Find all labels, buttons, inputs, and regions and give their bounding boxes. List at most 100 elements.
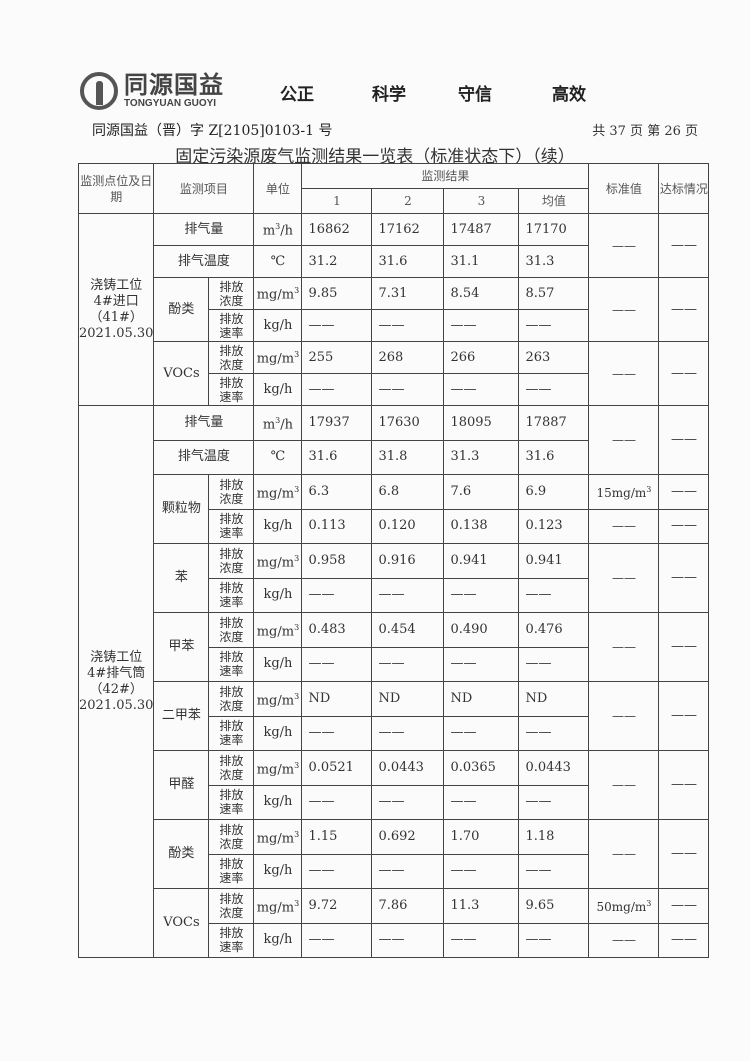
item-name: 排气量 — [153, 213, 255, 246]
unit-cell: ℃ — [253, 439, 303, 475]
table-row: 苯排放浓度 mg/m3 0.958 0.916 0.941 0.941 —— —— — [79, 543, 710, 613]
compliance-value: —— — [658, 543, 710, 613]
site-line: （41#） — [89, 309, 143, 325]
sub-item: 排放浓度 — [208, 750, 255, 786]
result-value: 255 — [301, 341, 373, 374]
table-row: 酚类 排放浓度 mg/m3 9.85 7.31 8.54 8.57 —— —— — [79, 277, 710, 342]
table-row: 排气温度 ℃ 31.2 31.6 31.1 31.3 — [79, 245, 709, 278]
unit-cell: kg/h — [253, 309, 303, 342]
result-value: 6.8 — [371, 474, 445, 510]
result-value: 0.138 — [443, 508, 520, 544]
result-value: 0.113 — [301, 508, 373, 544]
result-value: ND — [371, 681, 445, 717]
site-line: （42#） — [89, 681, 143, 697]
header-compliance: 达标情况 — [658, 163, 710, 214]
unit-cell: mg/m3 — [253, 819, 303, 855]
header-average: 均值 — [518, 188, 590, 214]
company-logo: 同源国益 TONGYUAN GUOYI — [80, 72, 224, 110]
table-row: 甲苯 排放浓度 mg/m3 0.483 0.454 0.490 0.476 —— —— — [79, 612, 710, 682]
result-value: —— — [301, 853, 373, 889]
result-value: 1.70 — [443, 819, 520, 855]
result-value: 7.31 — [371, 277, 445, 310]
unit-cell: mg/m3 — [253, 341, 303, 374]
table-row: 酚类 排放浓度 mg/m3 1.15 0.692 1.70 1.18 —— —— — [79, 819, 710, 889]
compliance-value: —— — [658, 819, 710, 889]
compliance-value: —— — [658, 612, 710, 682]
item-name: 排气量 — [153, 405, 255, 441]
result-value: —— — [301, 646, 373, 682]
result-value: —— — [443, 309, 520, 342]
unit-cell: ℃ — [253, 245, 303, 278]
item-name: 甲苯 — [153, 612, 210, 682]
brand-name-en: TONGYUAN GUOYI — [124, 98, 217, 109]
result-value: 7.86 — [371, 888, 445, 924]
table-row: VOCs 排放浓度 mg/m3 9.72 7.86 11.3 9.65 50mg/m3 —— — [79, 888, 710, 958]
sub-item: 排放速率 — [208, 784, 255, 820]
sub-item: 排放速率 — [208, 309, 255, 342]
average-value: 8.57 — [518, 277, 590, 310]
result-value: 0.490 — [443, 612, 520, 648]
table-row: 排放速率 kg/h —— —— —— —— — [79, 784, 709, 820]
item-name: 排气温度 — [153, 439, 255, 475]
average-value: —— — [518, 577, 590, 613]
standard-value: —— — [588, 213, 660, 278]
standard-value: 50mg/m3 — [588, 888, 660, 924]
result-value: —— — [371, 853, 445, 889]
unit-cell: mg/m3 — [253, 681, 303, 717]
result-value: 31.8 — [371, 439, 445, 475]
average-value: 263 — [518, 341, 590, 374]
result-value: 17630 — [371, 405, 445, 441]
result-value: —— — [443, 373, 520, 406]
unit-cell: kg/h — [253, 508, 303, 544]
item-name: 颗粒物 — [153, 474, 210, 544]
result-value: 31.3 — [443, 439, 520, 475]
average-value: 0.476 — [518, 612, 590, 648]
table-row: 排放速率 kg/h —— —— —— —— — [79, 309, 709, 342]
results-table: 监测点位及日期 监测项目 单位 监测结果 标准值 达标情况 1 2 3 均值 浇… — [77, 163, 710, 958]
table-row: 排放速率 kg/h —— —— —— —— — [79, 646, 709, 682]
compliance-value: —— — [658, 508, 710, 544]
unit-cell: kg/h — [253, 853, 303, 889]
result-value: 0.0521 — [301, 750, 373, 786]
result-value: —— — [443, 784, 520, 820]
result-value: —— — [443, 646, 520, 682]
result-value: 0.120 — [371, 508, 445, 544]
average-value: 1.18 — [518, 819, 590, 855]
result-value: 0.454 — [371, 612, 445, 648]
result-value: 266 — [443, 341, 520, 374]
standard-value: —— — [588, 405, 660, 475]
unit-cell: m3/h — [253, 405, 303, 441]
average-value: 17887 — [518, 405, 590, 441]
result-value: —— — [371, 373, 445, 406]
average-value: —— — [518, 715, 590, 751]
item-name: 苯 — [153, 543, 210, 613]
document-number: 同源国益（晋）字 Z[2105]0103-1 号 — [92, 123, 333, 139]
sub-item: 排放浓度 — [208, 888, 255, 924]
result-value: —— — [443, 853, 520, 889]
result-value: 11.3 — [443, 888, 520, 924]
result-value: —— — [301, 577, 373, 613]
result-value: 8.54 — [443, 277, 520, 310]
average-value: ND — [518, 681, 590, 717]
result-value: 0.0443 — [371, 750, 445, 786]
unit-cell: kg/h — [253, 646, 303, 682]
result-value: ND — [443, 681, 520, 717]
table-title: 固定污染源废气监测结果一览表（标准状态下）（续） — [175, 147, 575, 167]
slogan-word: 公正 — [280, 85, 314, 105]
average-value: 31.3 — [518, 245, 590, 278]
average-value: —— — [518, 309, 590, 342]
result-value: —— — [301, 922, 373, 958]
sub-item: 排放浓度 — [208, 681, 255, 717]
result-value: 16862 — [301, 213, 373, 246]
result-value: —— — [371, 922, 445, 958]
sub-item: 排放速率 — [208, 373, 255, 406]
result-value: —— — [371, 309, 445, 342]
standard-value: —— — [588, 922, 660, 958]
unit-cell: kg/h — [253, 715, 303, 751]
site-line: 浇铸工位 — [90, 277, 143, 293]
header-item: 监测项目 — [153, 163, 255, 214]
result-value: 17487 — [443, 213, 520, 246]
average-value: —— — [518, 853, 590, 889]
item-name: VOCs — [153, 888, 210, 958]
